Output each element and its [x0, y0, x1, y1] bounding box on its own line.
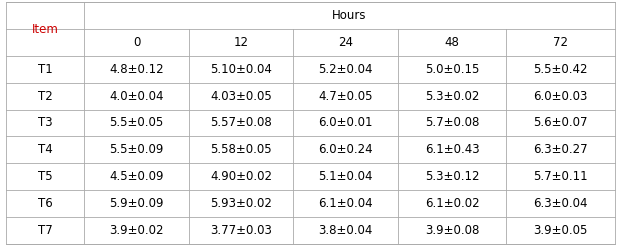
Text: 5.5±0.05: 5.5±0.05: [109, 117, 163, 129]
Text: T7: T7: [38, 224, 53, 237]
Text: 5.5±0.09: 5.5±0.09: [109, 143, 164, 156]
Text: 5.7±0.08: 5.7±0.08: [425, 117, 479, 129]
Text: T5: T5: [38, 170, 52, 183]
Text: T4: T4: [38, 143, 53, 156]
Text: 48: 48: [445, 36, 460, 49]
Text: 5.2±0.04: 5.2±0.04: [319, 63, 373, 76]
Text: Item: Item: [32, 23, 58, 36]
Text: 3.8±0.04: 3.8±0.04: [319, 224, 373, 237]
Text: 3.9±0.08: 3.9±0.08: [425, 224, 479, 237]
Text: 6.1±0.04: 6.1±0.04: [319, 197, 373, 210]
Text: 24: 24: [338, 36, 353, 49]
Text: T6: T6: [38, 197, 53, 210]
Text: 6.0±0.03: 6.0±0.03: [533, 90, 588, 103]
Text: 5.10±0.04: 5.10±0.04: [210, 63, 272, 76]
Text: 5.58±0.05: 5.58±0.05: [211, 143, 272, 156]
Text: 6.3±0.04: 6.3±0.04: [533, 197, 588, 210]
Text: 4.8±0.12: 4.8±0.12: [109, 63, 164, 76]
Text: 5.9±0.09: 5.9±0.09: [109, 197, 164, 210]
Text: 5.57±0.08: 5.57±0.08: [211, 117, 272, 129]
Text: 5.5±0.42: 5.5±0.42: [533, 63, 588, 76]
Text: 5.3±0.02: 5.3±0.02: [425, 90, 479, 103]
Text: 4.5±0.09: 4.5±0.09: [109, 170, 164, 183]
Text: 6.1±0.43: 6.1±0.43: [425, 143, 479, 156]
Text: 4.7±0.05: 4.7±0.05: [319, 90, 373, 103]
Text: 6.1±0.02: 6.1±0.02: [425, 197, 479, 210]
Text: 6.0±0.24: 6.0±0.24: [319, 143, 373, 156]
Text: 6.3±0.27: 6.3±0.27: [533, 143, 588, 156]
Text: 72: 72: [553, 36, 568, 49]
Text: 4.0±0.04: 4.0±0.04: [109, 90, 164, 103]
Text: Hours: Hours: [332, 9, 366, 22]
Text: 4.03±0.05: 4.03±0.05: [211, 90, 272, 103]
Text: 5.3±0.12: 5.3±0.12: [425, 170, 479, 183]
Text: T3: T3: [38, 117, 52, 129]
Text: 5.0±0.15: 5.0±0.15: [425, 63, 479, 76]
Text: 0: 0: [133, 36, 140, 49]
Text: 5.6±0.07: 5.6±0.07: [533, 117, 588, 129]
Text: 3.9±0.05: 3.9±0.05: [533, 224, 588, 237]
Text: 5.1±0.04: 5.1±0.04: [319, 170, 373, 183]
Text: 4.90±0.02: 4.90±0.02: [210, 170, 272, 183]
Text: 3.77±0.03: 3.77±0.03: [210, 224, 272, 237]
Text: 5.7±0.11: 5.7±0.11: [533, 170, 588, 183]
Text: 6.0±0.01: 6.0±0.01: [319, 117, 373, 129]
Text: T2: T2: [38, 90, 53, 103]
Text: 12: 12: [233, 36, 248, 49]
Text: 5.93±0.02: 5.93±0.02: [210, 197, 272, 210]
Text: T1: T1: [38, 63, 53, 76]
Text: 3.9±0.02: 3.9±0.02: [109, 224, 164, 237]
